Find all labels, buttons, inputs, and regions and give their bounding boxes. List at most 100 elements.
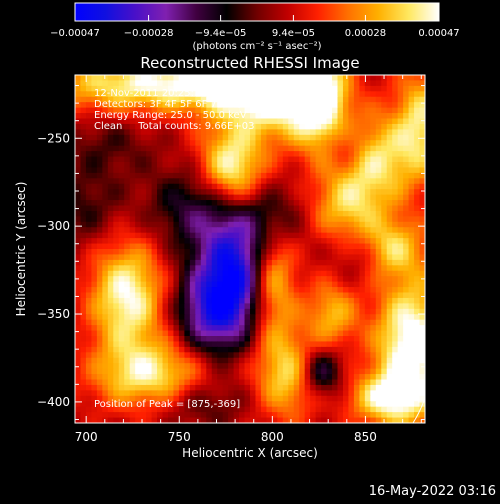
heatmap-cell bbox=[397, 412, 404, 419]
heatmap-cell bbox=[173, 287, 180, 294]
heatmap-cell bbox=[419, 270, 425, 277]
heatmap-cell bbox=[173, 341, 180, 348]
heatmap-cell bbox=[211, 401, 218, 408]
heatmap-cell bbox=[403, 227, 410, 234]
heatmap-cell bbox=[91, 134, 98, 141]
y-tick-label: −250 bbox=[37, 131, 70, 145]
heatmap-cell bbox=[277, 91, 284, 98]
heatmap-cell bbox=[189, 368, 196, 375]
heatmap-cell bbox=[80, 183, 87, 190]
heatmap-cell bbox=[392, 221, 399, 228]
heatmap-cell bbox=[277, 281, 284, 288]
heatmap-cell bbox=[408, 129, 415, 136]
heatmap-cell bbox=[304, 167, 311, 174]
heatmap-cell bbox=[239, 151, 246, 158]
heatmap-cell bbox=[178, 227, 185, 234]
heatmap-cell bbox=[162, 85, 169, 92]
heatmap-cell bbox=[200, 140, 207, 147]
heatmap-cell bbox=[304, 210, 311, 217]
heatmap-cell bbox=[239, 314, 246, 321]
heatmap-cell bbox=[260, 123, 268, 130]
heatmap-cell bbox=[239, 249, 246, 256]
heatmap-cell bbox=[375, 156, 382, 163]
heatmap-cell bbox=[113, 85, 120, 92]
heatmap-cell bbox=[337, 123, 344, 130]
heatmap-cell bbox=[146, 346, 153, 353]
heatmap-cell bbox=[282, 417, 289, 423]
heatmap-cell bbox=[113, 406, 120, 413]
heatmap-cell bbox=[310, 287, 317, 294]
heatmap-cell bbox=[359, 384, 366, 391]
heatmap-cell bbox=[140, 276, 147, 283]
heatmap-cell bbox=[200, 401, 207, 408]
heatmap-cell bbox=[304, 205, 311, 212]
heatmap-cell bbox=[217, 357, 224, 364]
heatmap-cell bbox=[370, 107, 377, 114]
heatmap-cell bbox=[315, 265, 322, 272]
heatmap-cell bbox=[129, 330, 136, 337]
heatmap-cell bbox=[162, 254, 169, 261]
heatmap-cell bbox=[266, 232, 273, 239]
heatmap-cell bbox=[419, 227, 425, 234]
heatmap-cell bbox=[244, 341, 251, 348]
heatmap-cell bbox=[266, 384, 273, 391]
heatmap-cell bbox=[200, 281, 207, 288]
heatmap-cell bbox=[195, 96, 202, 103]
heatmap-cell bbox=[408, 216, 415, 223]
heatmap-cell bbox=[244, 118, 251, 125]
heatmap-cell bbox=[260, 151, 268, 158]
heatmap-cell bbox=[146, 390, 153, 397]
heatmap-cell bbox=[124, 276, 131, 283]
heatmap-cell bbox=[381, 330, 388, 337]
heatmap-cell bbox=[107, 297, 114, 304]
heatmap-cell bbox=[375, 210, 382, 217]
heatmap-cell bbox=[348, 210, 355, 217]
heatmap-cell bbox=[381, 113, 388, 120]
heatmap-cell bbox=[244, 85, 251, 92]
heatmap-cell bbox=[239, 395, 246, 402]
heatmap-cell bbox=[195, 395, 202, 402]
heatmap-cell bbox=[200, 189, 207, 196]
heatmap-cell bbox=[282, 189, 289, 196]
heatmap-cell bbox=[146, 80, 153, 87]
heatmap-cell bbox=[337, 341, 344, 348]
heatmap-cell bbox=[75, 341, 82, 348]
heatmap-cell bbox=[85, 412, 93, 419]
heatmap-cell bbox=[233, 134, 240, 141]
heatmap-cell bbox=[255, 346, 262, 353]
heatmap-cell bbox=[299, 189, 306, 196]
heatmap-cell bbox=[173, 75, 180, 82]
heatmap-cell bbox=[102, 292, 109, 299]
heatmap-cell bbox=[85, 162, 93, 169]
heatmap-cell bbox=[96, 276, 103, 283]
heatmap-cell bbox=[146, 297, 153, 304]
heatmap-cell bbox=[195, 341, 202, 348]
heatmap-cell bbox=[364, 140, 371, 147]
heatmap-cell bbox=[293, 227, 300, 234]
heatmap-cell bbox=[167, 75, 175, 82]
heatmap-cell bbox=[189, 75, 196, 82]
heatmap-cell bbox=[315, 254, 322, 261]
heatmap-cell bbox=[184, 374, 191, 381]
heatmap-cell bbox=[195, 189, 202, 196]
heatmap-cell bbox=[135, 314, 142, 321]
heatmap-cell bbox=[321, 151, 328, 158]
heatmap-cell bbox=[304, 314, 311, 321]
heatmap-cell bbox=[173, 205, 180, 212]
heatmap-cell bbox=[337, 91, 344, 98]
heatmap-cell bbox=[233, 406, 240, 413]
heatmap-cell bbox=[342, 346, 350, 353]
heatmap-cell bbox=[364, 129, 371, 136]
heatmap-cell bbox=[113, 113, 120, 120]
heatmap-cell bbox=[419, 200, 425, 207]
heatmap-cell bbox=[386, 368, 393, 375]
heatmap-cell bbox=[271, 374, 278, 381]
heatmap-cell bbox=[91, 265, 98, 272]
heatmap-cell bbox=[266, 352, 273, 359]
heatmap-cell bbox=[337, 232, 344, 239]
heatmap-cell bbox=[332, 265, 339, 272]
heatmap-cell bbox=[118, 183, 125, 190]
heatmap-cell bbox=[85, 167, 93, 174]
heatmap-cell bbox=[282, 96, 289, 103]
heatmap-cell bbox=[146, 379, 153, 386]
